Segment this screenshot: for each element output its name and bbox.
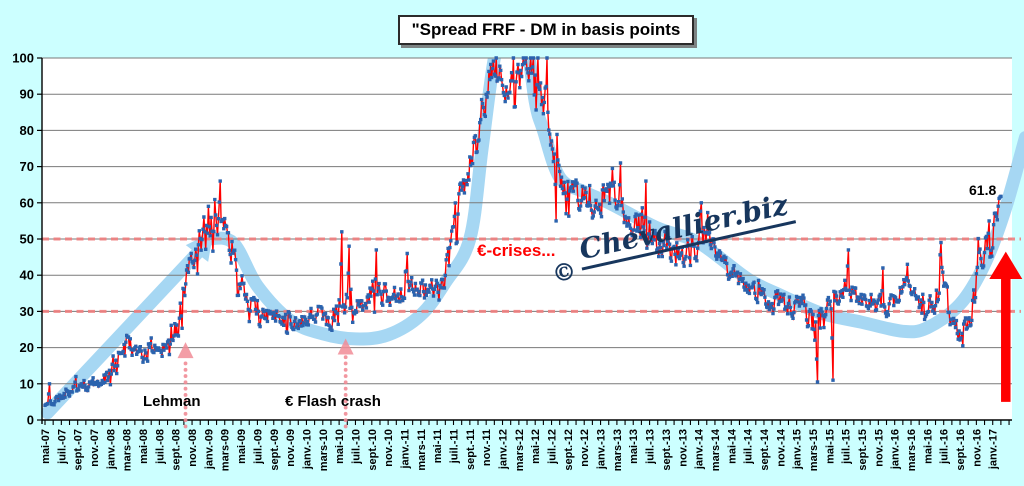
x-tick-label: janv.-15 bbox=[792, 429, 804, 470]
y-tick-label-50: 50 bbox=[20, 232, 34, 247]
x-tick-label: nov.-09 bbox=[285, 429, 297, 467]
y-tick-label-10: 10 bbox=[20, 376, 34, 391]
lehman-arrow bbox=[177, 342, 194, 429]
x-tick-label: janv.-11 bbox=[400, 429, 412, 470]
x-tick-label: sept.-16 bbox=[955, 429, 967, 471]
x-tick-label: juil.-09 bbox=[252, 429, 264, 465]
last-value-label: 61.8 bbox=[969, 182, 997, 198]
y-tick-label-30: 30 bbox=[20, 304, 34, 319]
x-tick-label: mai-10 bbox=[334, 429, 346, 464]
x-tick-label: mai-16 bbox=[922, 429, 934, 464]
x-tick-label: nov.-14 bbox=[775, 428, 787, 467]
x-tick-label: mars-09 bbox=[220, 429, 232, 471]
surge-arrow bbox=[989, 251, 1023, 402]
x-tick-label: mai-14 bbox=[726, 428, 738, 464]
y-tick-label-90: 90 bbox=[20, 87, 34, 102]
x-tick-label: juil.-14 bbox=[743, 428, 755, 465]
x-tick-label: mars-11 bbox=[416, 429, 428, 471]
x-tick-label: juil.-10 bbox=[351, 429, 363, 465]
x-tick-label: janv.-12 bbox=[498, 429, 510, 470]
x-tick-label: mai-13 bbox=[628, 429, 640, 464]
chart-title: "Spread FRF - DM in basis points bbox=[411, 20, 681, 39]
y-tick-label-60: 60 bbox=[20, 195, 34, 210]
x-tick-label: janv.-16 bbox=[890, 429, 902, 470]
axes bbox=[37, 57, 1012, 425]
x-tick-label: sept.-09 bbox=[269, 429, 281, 471]
spread-series-markers bbox=[43, 56, 1003, 407]
x-tick-label: sept.-11 bbox=[465, 429, 477, 470]
chart-title-box: "Spread FRF - DM in basis points bbox=[398, 15, 694, 45]
x-tick-label: janv.-08 bbox=[105, 429, 117, 470]
trend-curve bbox=[200, 58, 1024, 346]
flash-crash-arrow bbox=[337, 338, 354, 429]
x-tick-label: mai-09 bbox=[236, 429, 248, 464]
x-tick-label: mars-12 bbox=[514, 429, 526, 471]
x-tick-label: juil.-12 bbox=[547, 429, 559, 465]
x-tick-label: juil.-15 bbox=[841, 429, 853, 465]
lehman-arrow-head bbox=[177, 342, 194, 359]
x-tick-label: sept.-08 bbox=[171, 429, 183, 471]
x-tick-label: mars-13 bbox=[612, 429, 624, 471]
copyright-icon: © bbox=[549, 255, 580, 289]
lehman-annotation: Lehman bbox=[143, 393, 201, 410]
x-tick-label: nov.-15 bbox=[873, 429, 885, 467]
x-tick-label: sept.-13 bbox=[661, 429, 673, 471]
x-tick-label: mai-08 bbox=[138, 429, 150, 464]
x-tick-label: mars-14 bbox=[710, 428, 722, 471]
x-tick-label: nov.-10 bbox=[383, 429, 395, 467]
x-tick-label: sept.-14 bbox=[759, 428, 771, 470]
euro-crises-annotation: €-crises... bbox=[477, 241, 556, 260]
x-tick-label: janv.-10 bbox=[301, 429, 313, 470]
x-tick-label: mai-12 bbox=[530, 429, 542, 464]
x-tick-label: sept.-12 bbox=[563, 429, 575, 471]
x-tick-label: juil.-08 bbox=[154, 429, 166, 465]
x-tick-label: sept.-15 bbox=[857, 429, 869, 471]
x-tick-label: nov.-08 bbox=[187, 429, 199, 467]
x-tick-label: mai-15 bbox=[824, 429, 836, 464]
x-tick-label: juil.-16 bbox=[939, 429, 951, 465]
surge-arrow-head bbox=[989, 251, 1023, 280]
x-tick-label: sept.-10 bbox=[367, 429, 379, 471]
x-tick-label: janv.-13 bbox=[596, 429, 608, 470]
x-tick-label: nov.-11 bbox=[481, 429, 493, 466]
y-tick-label-40: 40 bbox=[20, 268, 34, 283]
x-tick-label: janv.-17 bbox=[988, 429, 1000, 470]
y-tick-label-20: 20 bbox=[20, 340, 34, 355]
flash-crash-arrow-head bbox=[337, 338, 354, 355]
x-tick-label: janv.-09 bbox=[203, 429, 215, 470]
x-tick-label: mai-11 bbox=[432, 429, 444, 463]
y-axis-labels: 0 10 20 30 40 50 60 70 80 90 100 bbox=[12, 51, 34, 428]
x-tick-label: juil.-11 bbox=[449, 429, 461, 464]
x-tick-label: juil.-07 bbox=[56, 429, 68, 465]
x-tick-label: mars-10 bbox=[318, 429, 330, 471]
y-tick-label-80: 80 bbox=[20, 123, 34, 138]
x-tick-label: mars-16 bbox=[906, 429, 918, 471]
x-tick-label: janv.-14 bbox=[694, 428, 706, 470]
x-tick-label: mai-07 bbox=[40, 429, 52, 464]
x-tick-label: juil.-13 bbox=[645, 429, 657, 465]
flash-crash-annotation: € Flash crash bbox=[285, 393, 381, 410]
y-tick-label-100: 100 bbox=[12, 51, 34, 66]
x-tick-label: nov.-16 bbox=[971, 429, 983, 467]
x-tick-label: mars-08 bbox=[122, 429, 134, 471]
x-axis-labels: mai-07 juil.-07 sept.-07 nov.-07 janv.-08 mar… bbox=[40, 428, 1000, 471]
y-tick-label-0: 0 bbox=[27, 413, 34, 428]
y-tick-label-70: 70 bbox=[20, 159, 34, 174]
x-tick-label: nov.-07 bbox=[89, 429, 101, 467]
x-tick-label: sept.-07 bbox=[73, 429, 85, 471]
x-tick-label: nov.-13 bbox=[677, 429, 689, 467]
x-tick-label: nov.-12 bbox=[579, 429, 591, 467]
x-tick-label: mars-15 bbox=[808, 429, 820, 471]
